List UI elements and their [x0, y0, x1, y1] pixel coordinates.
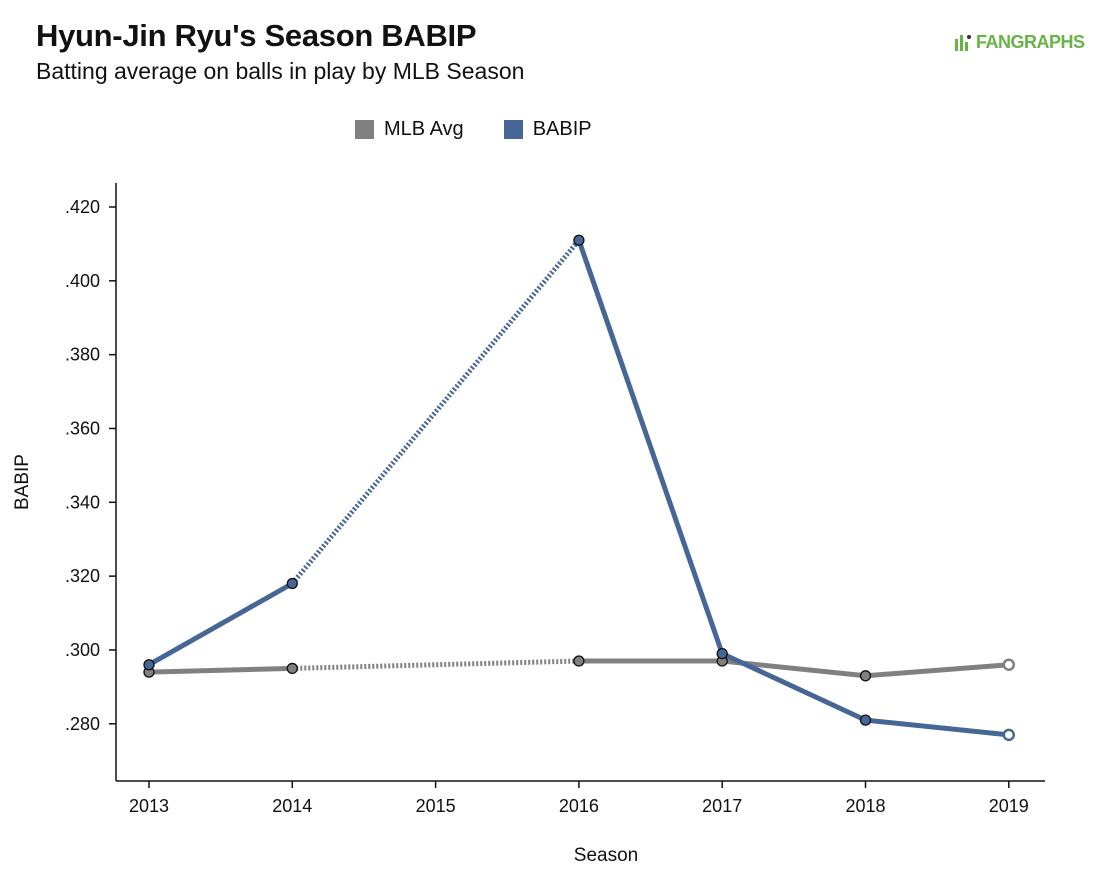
babip-segment [147, 581, 294, 667]
x-tick-label: 2014 [272, 796, 312, 816]
legend-swatch-mlb-avg [355, 120, 374, 139]
y-tick-label: .280 [65, 714, 100, 734]
legend-item-mlb-avg[interactable]: MLB Avg [355, 118, 464, 141]
babip-point-2014 [286, 577, 298, 590]
series-points [143, 234, 1016, 742]
y-tick-label: .320 [65, 566, 100, 586]
y-tick-label: .380 [65, 345, 100, 365]
babip-point-2018 [859, 714, 872, 726]
babip-segment [576, 239, 725, 655]
y-tick-label: .400 [65, 271, 100, 291]
babip-segment [721, 651, 867, 723]
y-tick-label: .300 [65, 640, 100, 660]
babip-point-2016 [573, 234, 585, 246]
series-lines [147, 238, 1010, 738]
logo-text: FANGRAPHS [976, 32, 1085, 52]
babip-point-2013 [143, 659, 155, 671]
mlb-avg-point-2018 [859, 670, 872, 682]
x-tick-label: 2019 [989, 796, 1029, 816]
legend-label-babip: BABIP [532, 118, 592, 140]
x-tick-label: 2015 [416, 796, 456, 816]
babip-point-2017 [716, 647, 728, 660]
y-tick-label: .420 [65, 197, 100, 217]
y-tick-label: .360 [65, 418, 100, 438]
chart-title: Hyun-Jin Ryu's Season BABIP [36, 18, 477, 53]
x-tick-label: 2018 [845, 796, 885, 816]
legend-label-mlb-avg: MLB Avg [384, 118, 464, 140]
logo-mark-icon [955, 34, 971, 51]
mlb-avg-segment [292, 658, 579, 671]
mlb-avg-segment [865, 662, 1009, 679]
mlb-avg-point-2019 [1002, 658, 1016, 671]
legend: MLB Avg BABIP [355, 118, 592, 141]
x-tick-label: 2017 [702, 796, 742, 816]
chart-subtitle: Batting average on balls in play by MLB … [36, 58, 525, 84]
mlb-avg-point-2016 [573, 655, 585, 667]
babip-point-2019 [1002, 728, 1016, 742]
fangraphs-logo: FANGRAPHS [954, 32, 1085, 53]
mlb-avg-segment [148, 665, 293, 675]
x-axis-title: Season [574, 845, 638, 866]
y-axis-title: BABIP [12, 454, 33, 510]
babip-segment [865, 717, 1010, 738]
legend-swatch-babip [503, 120, 523, 139]
babip-segment [290, 238, 581, 586]
x-tick-label: 2016 [559, 796, 599, 816]
x-tick-label: 2013 [129, 796, 169, 816]
mlb-avg-point-2014 [286, 662, 298, 675]
axes: .280 .300 .320 .340 .360 .380 .400 .420 2013 2014… [12, 183, 1045, 866]
legend-item-babip[interactable]: BABIP [503, 118, 592, 141]
y-tick-label: .340 [65, 492, 100, 512]
